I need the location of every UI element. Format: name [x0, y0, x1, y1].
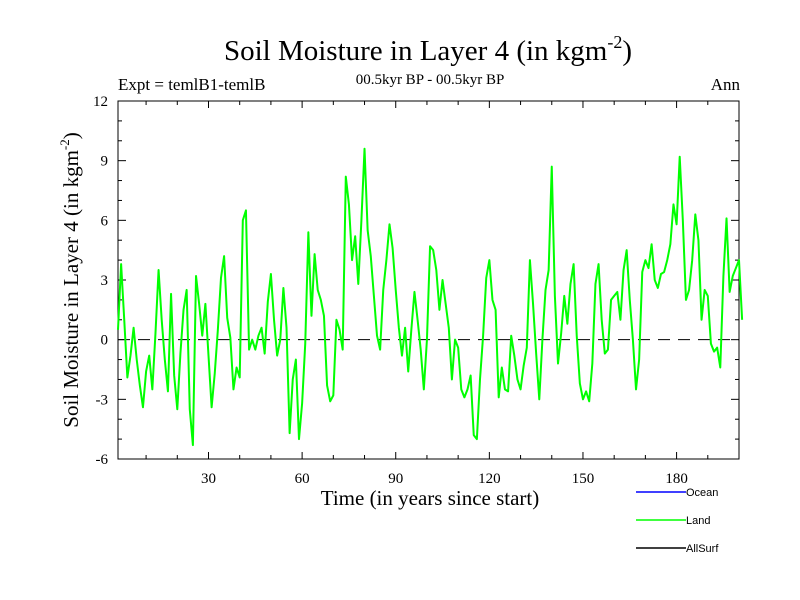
legend: Ocean Land AllSurf — [636, 487, 719, 555]
chart-title: Soil Moisture in Layer 4 (in kgm-2) — [224, 32, 632, 67]
y-tick-label: 12 — [93, 94, 108, 110]
y-tick-label: -3 — [96, 392, 109, 408]
y-tick-label: 0 — [101, 333, 109, 349]
y-axis-label-close: ) — [59, 132, 83, 139]
y-tick-label: 3 — [101, 273, 109, 289]
chart-title-superscript: -2 — [607, 32, 622, 52]
expt-label: Expt = temlB1-temlB — [118, 75, 265, 94]
x-tick-label: 150 — [572, 471, 595, 487]
y-tick-label: 6 — [101, 213, 109, 229]
y-tick-label: 9 — [101, 154, 109, 170]
series-layer — [117, 147, 744, 447]
series-line-land — [117, 147, 744, 447]
x-tick-label: 30 — [201, 471, 216, 487]
x-tick-label: 90 — [388, 471, 403, 487]
x-tick-label: 180 — [665, 471, 688, 487]
season-label: Ann — [711, 75, 741, 94]
y-tick-label: -6 — [96, 452, 109, 468]
period-label: 00.5kyr BP - 00.5kyr BP — [356, 72, 505, 88]
x-axis: 30 60 90 120 150 180 — [145, 101, 709, 487]
x-tick-label: 60 — [295, 471, 310, 487]
legend-label-ocean: Ocean — [686, 487, 718, 499]
y-axis-label-superscript: -2 — [57, 139, 72, 150]
x-axis-label: Time (in years since start) — [321, 486, 540, 510]
x-tick-label: 120 — [478, 471, 501, 487]
legend-label-allsurf: AllSurf — [686, 543, 719, 555]
chart-title-close: ) — [622, 35, 632, 67]
y-axis: -6 -3 0 3 6 9 12 — [93, 94, 739, 468]
y-axis-label: Soil Moisture in Layer 4 (in kgm-2) — [57, 132, 83, 427]
legend-label-land: Land — [686, 515, 710, 527]
